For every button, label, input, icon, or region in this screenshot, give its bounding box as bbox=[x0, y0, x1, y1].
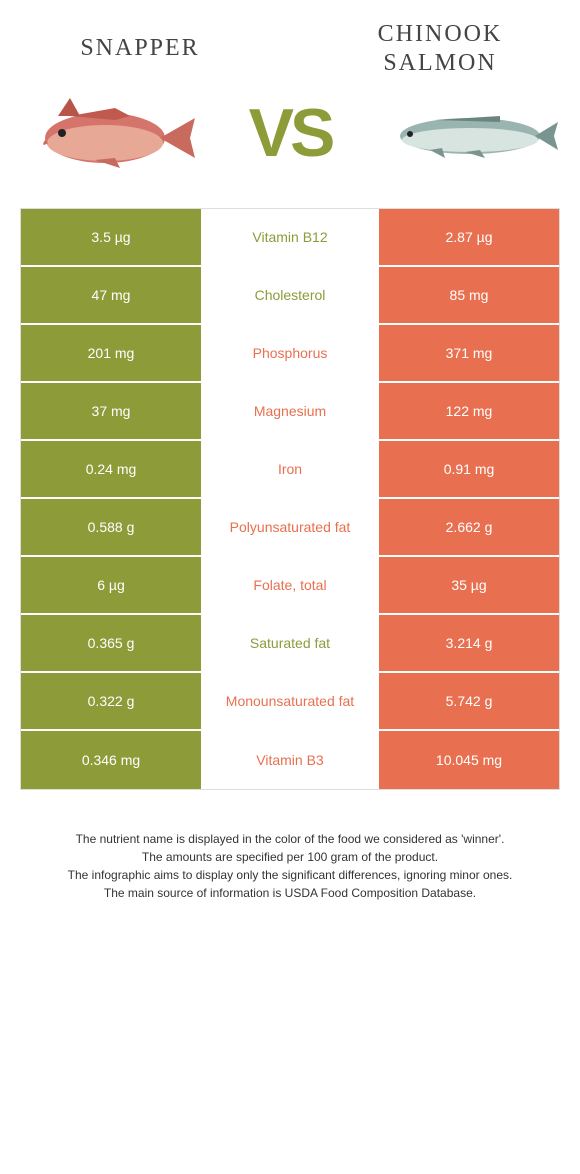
snapper-image bbox=[20, 88, 200, 178]
vs-label: VS bbox=[249, 94, 332, 172]
left-value: 0.322 g bbox=[21, 673, 201, 729]
right-value: 2.87 µg bbox=[379, 209, 559, 265]
left-value: 37 mg bbox=[21, 383, 201, 439]
nutrient-label: Phosphorus bbox=[201, 325, 379, 381]
nutrient-label: Vitamin B12 bbox=[201, 209, 379, 265]
footer-line: The infographic aims to display only the… bbox=[30, 866, 550, 884]
footer-notes: The nutrient name is displayed in the co… bbox=[0, 790, 580, 922]
table-row: 6 µgFolate, total35 µg bbox=[21, 557, 559, 615]
right-value: 371 mg bbox=[379, 325, 559, 381]
footer-line: The main source of information is USDA F… bbox=[30, 884, 550, 902]
left-value: 47 mg bbox=[21, 267, 201, 323]
nutrient-label: Polyunsaturated fat bbox=[201, 499, 379, 555]
table-row: 0.365 gSaturated fat3.214 g bbox=[21, 615, 559, 673]
right-value: 35 µg bbox=[379, 557, 559, 613]
left-value: 0.588 g bbox=[21, 499, 201, 555]
left-value: 0.346 mg bbox=[21, 731, 201, 789]
table-row: 0.588 gPolyunsaturated fat2.662 g bbox=[21, 499, 559, 557]
table-row: 0.346 mgVitamin B310.045 mg bbox=[21, 731, 559, 789]
table-row: 47 mgCholesterol85 mg bbox=[21, 267, 559, 325]
nutrient-label: Saturated fat bbox=[201, 615, 379, 671]
left-value: 201 mg bbox=[21, 325, 201, 381]
left-value: 0.24 mg bbox=[21, 441, 201, 497]
right-value: 0.91 mg bbox=[379, 441, 559, 497]
footer-line: The nutrient name is displayed in the co… bbox=[30, 830, 550, 848]
nutrient-table: 3.5 µgVitamin B122.87 µg47 mgCholesterol… bbox=[20, 208, 560, 790]
nutrient-label: Magnesium bbox=[201, 383, 379, 439]
salmon-image bbox=[380, 88, 560, 178]
table-row: 0.322 gMonounsaturated fat5.742 g bbox=[21, 673, 559, 731]
left-food-title: Snapper bbox=[40, 34, 240, 63]
nutrient-label: Folate, total bbox=[201, 557, 379, 613]
right-value: 5.742 g bbox=[379, 673, 559, 729]
right-value: 122 mg bbox=[379, 383, 559, 439]
right-value: 3.214 g bbox=[379, 615, 559, 671]
right-value: 2.662 g bbox=[379, 499, 559, 555]
right-food-title: Chinook salmon bbox=[340, 20, 540, 78]
right-value: 10.045 mg bbox=[379, 731, 559, 789]
table-row: 37 mgMagnesium122 mg bbox=[21, 383, 559, 441]
footer-line: The amounts are specified per 100 gram o… bbox=[30, 848, 550, 866]
nutrient-label: Monounsaturated fat bbox=[201, 673, 379, 729]
nutrient-label: Vitamin B3 bbox=[201, 731, 379, 789]
table-row: 3.5 µgVitamin B122.87 µg bbox=[21, 209, 559, 267]
header: Snapper Chinook salmon bbox=[0, 0, 580, 88]
nutrient-label: Iron bbox=[201, 441, 379, 497]
images-row: VS bbox=[0, 88, 580, 208]
left-value: 6 µg bbox=[21, 557, 201, 613]
left-value: 3.5 µg bbox=[21, 209, 201, 265]
right-value: 85 mg bbox=[379, 267, 559, 323]
table-row: 0.24 mgIron0.91 mg bbox=[21, 441, 559, 499]
table-row: 201 mgPhosphorus371 mg bbox=[21, 325, 559, 383]
nutrient-label: Cholesterol bbox=[201, 267, 379, 323]
left-value: 0.365 g bbox=[21, 615, 201, 671]
